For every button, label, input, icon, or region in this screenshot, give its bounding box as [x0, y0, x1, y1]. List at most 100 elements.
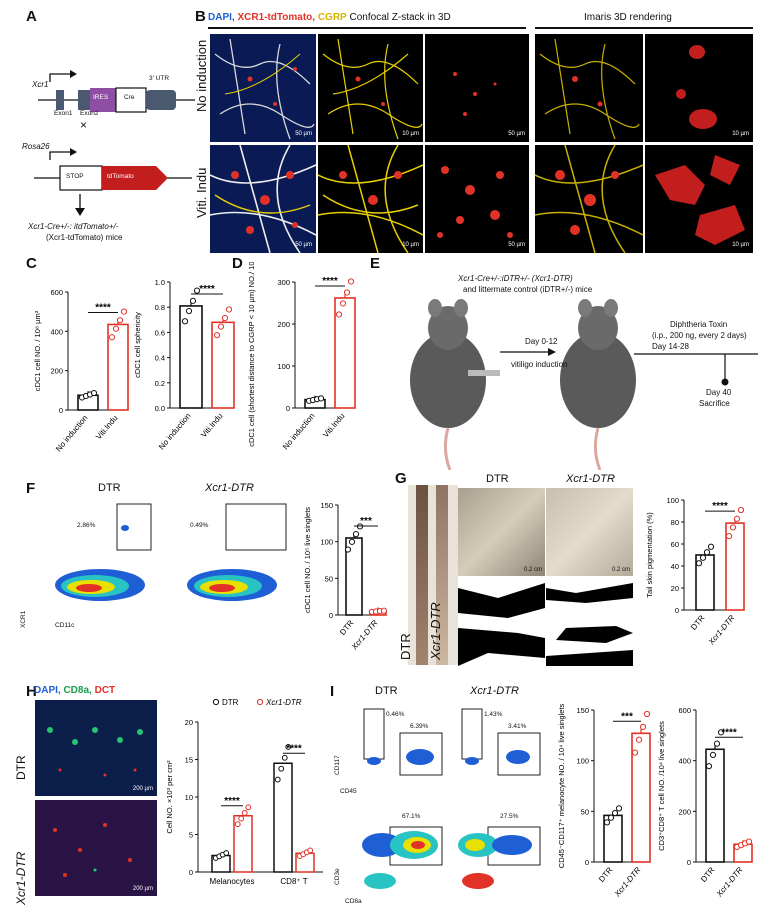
- panel-b-legend: DAPI, XCR1-tdTomato, CGRP Confocal Z-sta…: [208, 12, 451, 23]
- sig-label: ***: [621, 711, 633, 722]
- flow-f-xcr1-title: Xcr1-DTR: [205, 482, 254, 494]
- dt-line1: Diphtheria Toxin: [670, 320, 728, 329]
- data-point: [281, 754, 288, 761]
- data-point: [639, 723, 647, 730]
- y-tick-label: 300: [277, 278, 290, 287]
- stop-label: STOP: [66, 173, 84, 180]
- scalebar-text: 0.2 cm: [523, 567, 542, 573]
- data-point: [116, 317, 124, 324]
- x-tick-label: DTR: [689, 613, 707, 632]
- bar: [211, 321, 235, 409]
- y-tick-label: 0.8: [155, 303, 165, 312]
- data-point: [713, 740, 721, 747]
- construct-schematic: [34, 70, 195, 216]
- panel-label-c: C: [26, 255, 37, 272]
- utr-label: 3' UTR: [149, 75, 170, 82]
- data-point: [611, 809, 619, 817]
- y-tick-label: 60: [671, 540, 679, 549]
- dt-line2: (i.p., 200 ng, every 2 days): [652, 331, 747, 340]
- tail-binary-dtr: [458, 578, 545, 666]
- tail-skin-dtr: 0.2 cm: [458, 488, 545, 576]
- y-tick-label: 5: [189, 831, 193, 840]
- y-axis-label: CD45⁻CD117⁺ melanocyte NO. / 10⁴ live si…: [557, 704, 566, 869]
- tail-binary-xcr1: [546, 578, 633, 666]
- tail-skin-xcr1: 0.2 cm: [546, 488, 633, 576]
- flow-gate-pct: 27.5%: [500, 813, 519, 820]
- scalebar-text: 50 µm: [508, 242, 525, 248]
- exon1-label: Exon1: [54, 110, 73, 117]
- tail-photo: [408, 485, 458, 665]
- legend-marker-xcr1: [256, 698, 264, 706]
- micro-cgrp-viti: 10 µm: [318, 145, 423, 253]
- treatment-schematic: [410, 299, 758, 470]
- data-point: [348, 538, 356, 545]
- data-point: [278, 765, 285, 772]
- micro-xcr1-viti: 50 µm: [425, 145, 529, 253]
- data-point: [635, 736, 643, 743]
- micro-merge-noind: 50 µm: [210, 34, 316, 142]
- flow-gate-pct: 3.41%: [508, 723, 527, 730]
- step1-line1: Day 0-12: [525, 337, 558, 346]
- data-point: [108, 334, 116, 341]
- xcr1-gene-label: Xcr1: [32, 80, 49, 89]
- panel-label-h: H: [26, 683, 37, 700]
- y-tick-label: 0.2: [155, 379, 165, 388]
- tail-col-xcr1: Xcr1-DTR: [566, 473, 615, 485]
- y-tick-label: 150: [576, 706, 589, 715]
- tail-col-dtr: DTR: [486, 473, 509, 485]
- y-tick-label: 10: [185, 793, 193, 802]
- data-point: [213, 332, 221, 339]
- data-point: [347, 278, 355, 285]
- cgrp-legend: CGRP: [317, 12, 347, 23]
- x-tick-label: Viti.Indu: [321, 412, 346, 440]
- y-axis-label: CD3⁺CD8⁺ T cell NO. /10⁴ live singlets: [657, 721, 666, 851]
- tail-dtr-strip: [416, 485, 428, 665]
- flow-i-xcr1-title: Xcr1-DTR: [470, 685, 519, 697]
- data-point: [705, 763, 713, 770]
- tail-label-xcr1: Xcr1-DTR: [428, 602, 443, 660]
- y-axis-label: cDC1 cell NO. / 10⁵ live singlets: [303, 507, 312, 613]
- data-point: [725, 533, 733, 540]
- micro-h-dtr: 200 µm: [35, 700, 157, 796]
- scalebar-text: 0.2 cm: [611, 567, 630, 573]
- h-row-dtr: DTR: [14, 755, 28, 780]
- flow-f-yaxis: XCR1: [20, 610, 27, 628]
- scalebar-text: 50 µm: [295, 242, 312, 248]
- sig-label: ****: [199, 284, 215, 295]
- flow-f-dtr-title: DTR: [98, 482, 121, 494]
- data-point: [745, 838, 753, 845]
- y-tick-label: 0.6: [155, 328, 165, 337]
- data-point: [339, 300, 347, 307]
- data-point: [344, 546, 352, 553]
- flow-gate-pct: 0.49%: [190, 522, 209, 529]
- y-axis-label: cDC1 cell (shortest distance to CGRP < 1…: [247, 262, 256, 447]
- y-tick-label: 0.0: [155, 404, 165, 413]
- flow-i-bot-xcr1: 27.5%: [450, 805, 545, 895]
- y-tick-label: 100: [576, 757, 589, 766]
- y-tick-label: 80: [671, 518, 679, 527]
- flow-i-xaxis-top: CD45: [340, 788, 357, 795]
- imaris-title: Imaris 3D rendering: [584, 12, 672, 23]
- micro-cgrp-noind: 10 µm: [318, 34, 423, 142]
- y-tick-label: 100: [277, 362, 290, 371]
- panel-label-d: D: [232, 255, 243, 272]
- schematic-title-line2: and littermate control (iDTR+/-) mice: [463, 285, 593, 294]
- x-tick-label: Xcr1-DTR: [612, 865, 643, 899]
- y-tick-label: 15: [185, 756, 193, 765]
- data-point: [733, 515, 741, 522]
- flow-plot-xcr1: 0.49%: [180, 500, 290, 608]
- panel-label-e: E: [370, 255, 381, 272]
- confocal-bar: [208, 27, 526, 29]
- row-label-viti-indu: Viti. Indu: [194, 167, 209, 218]
- x-tick-label: Viti.Indu: [94, 414, 119, 442]
- x-tick-label: CD8⁺ T: [280, 877, 307, 886]
- h-dapi-legend: DAPI,: [34, 685, 61, 696]
- panel-label-a: A: [26, 8, 37, 25]
- data-point: [631, 749, 639, 756]
- data-point: [181, 318, 189, 325]
- data-point: [234, 821, 241, 828]
- render-xcr1-noind: 10 µm: [645, 34, 753, 142]
- chart-tail-pigmentation: 0 20 40 60 80 100 DTR Xcr1-DTR **** Tail skin pig…: [645, 496, 745, 647]
- flow-gate-pct: 1.43%: [484, 711, 503, 718]
